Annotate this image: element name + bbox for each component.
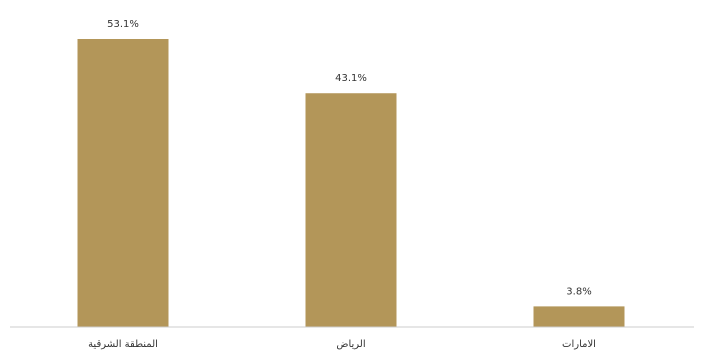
x-tick-labels-group: المنطقة الشرقية الرياض الامارات (88, 339, 596, 350)
x-tick-label-2: الامارات (562, 339, 596, 350)
bar-2 (533, 306, 625, 327)
data-label-0: 53.1% (107, 19, 139, 30)
x-tick-label-0: المنطقة الشرقية (88, 339, 158, 350)
data-label-1: 43.1% (335, 73, 367, 84)
bar-0 (77, 39, 169, 327)
x-tick-label-1: الرياض (336, 339, 365, 350)
data-labels-group: 53.1% 43.1% 3.8% (107, 19, 592, 297)
bars-group (77, 39, 625, 327)
bar-1 (305, 93, 397, 327)
data-label-2: 3.8% (566, 286, 591, 297)
